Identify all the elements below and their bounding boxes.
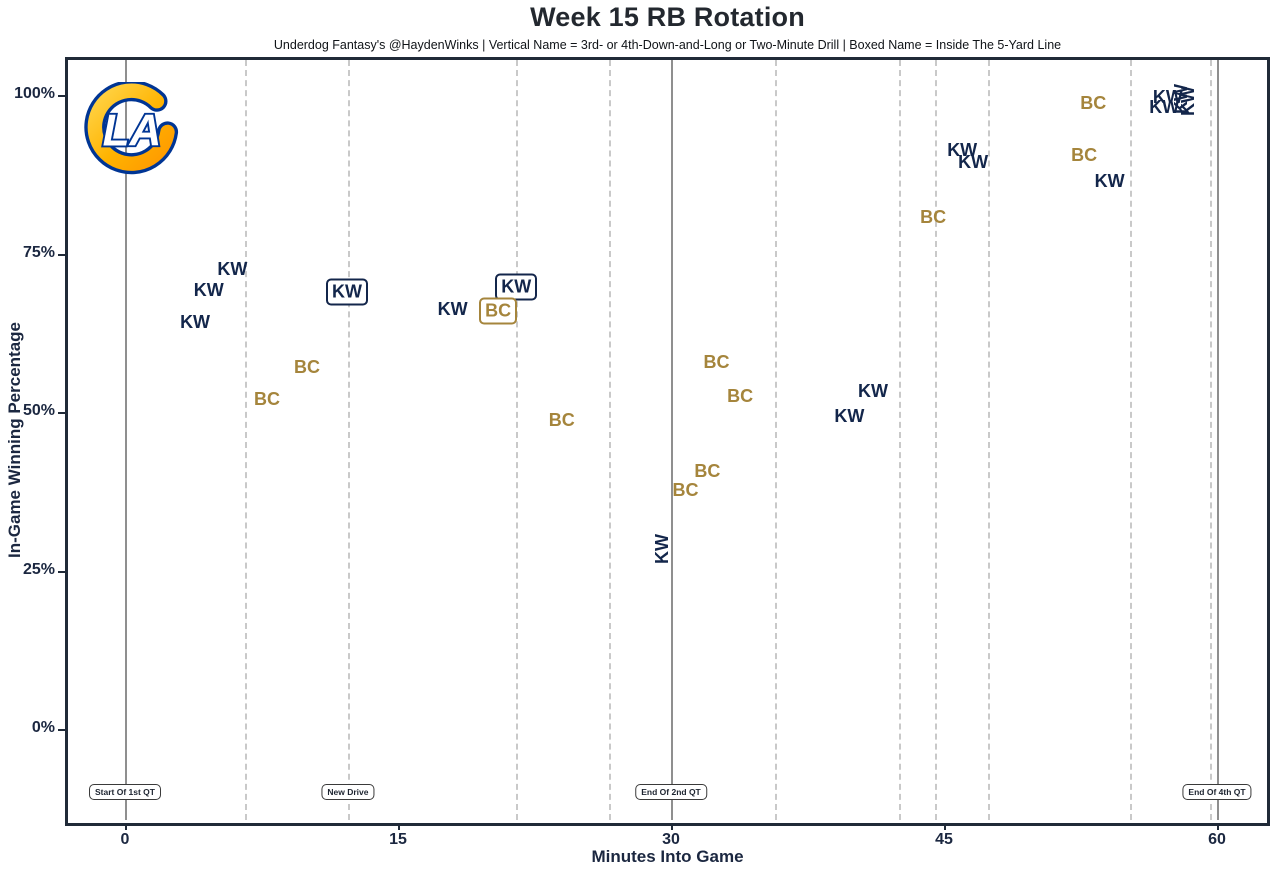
rams-logo-icon: LA [84, 80, 179, 175]
svg-text:LA: LA [103, 106, 162, 155]
x-tick-label: 30 [662, 831, 680, 848]
y-tick-mark [58, 95, 65, 97]
y-tick-label: 100% [14, 85, 55, 102]
data-point-kw: KW [834, 405, 865, 426]
gridline-new-drive [1209, 60, 1212, 820]
gridline-new-drive [516, 60, 519, 820]
x-tick-label: 45 [935, 831, 953, 848]
data-point-kw: KW [1177, 86, 1198, 117]
gridline-new-drive [774, 60, 777, 820]
gridline-new-drive [898, 60, 901, 820]
x-axis-label: Minutes Into Game [591, 847, 744, 866]
y-tick-label: 75% [22, 243, 55, 261]
data-point-bc: BC [253, 388, 280, 409]
gridline-new-drive [934, 60, 937, 820]
data-point-bc: BC [727, 386, 754, 407]
data-point-bc: BC [703, 351, 730, 372]
event-label: Start Of 1st QT [89, 784, 161, 800]
x-tick-mark [398, 823, 400, 830]
y-tick-mark [58, 570, 65, 573]
data-point-bc: BC [694, 460, 721, 481]
data-point-kw: KW [958, 152, 989, 173]
y-tick-label: 25% [22, 560, 55, 578]
gridline-new-drive [609, 60, 612, 820]
x-tick-label: 0 [120, 831, 130, 848]
y-axis-label: In-Game Winning Percentage [5, 322, 24, 558]
gridline-new-drive [987, 60, 990, 820]
gridline-start-of-1st-qt [125, 60, 127, 820]
chart-subtitle: Underdog Fantasy's @HaydenWinks | Vertic… [273, 38, 1062, 52]
x-tick-mark [944, 823, 946, 830]
plot-panel [65, 57, 1270, 826]
y-tick-mark [58, 253, 65, 256]
data-point-kw: KW [1152, 86, 1183, 107]
data-point-kw: KW [217, 258, 248, 279]
event-label: End Of 2nd QT [635, 784, 707, 800]
data-point-bc: BC [672, 479, 699, 500]
gridline-new-drive [347, 60, 350, 820]
data-point-kw: KW [326, 278, 369, 306]
data-point-kw: KW [495, 273, 538, 301]
x-tick-mark [125, 823, 127, 830]
event-label: End Of 4th QT [1182, 784, 1252, 800]
y-tick-label: 50% [22, 402, 55, 419]
event-label: New Drive [321, 784, 375, 800]
data-point-kw: KW [1094, 171, 1125, 192]
data-point-kw: KW [1149, 97, 1180, 118]
data-point-kw: KW [947, 140, 978, 161]
data-point-bc: BC [479, 297, 518, 325]
data-point-bc: BC [294, 356, 320, 377]
y-tick-mark [58, 412, 65, 414]
gridline-end-of-2nd-qt [671, 60, 673, 820]
data-point-bc: BC [1071, 145, 1098, 166]
y-tick-label: 0% [31, 719, 55, 736]
gridline-new-drive [1129, 60, 1132, 820]
data-point-bc: BC [1080, 93, 1107, 114]
rams-team-logo: LA [84, 80, 180, 183]
data-point-kw: KW [180, 311, 211, 332]
x-tick-mark [671, 823, 673, 830]
data-point-kw: KW [858, 381, 889, 402]
data-point-bc: BC [548, 410, 575, 431]
y-tick-mark [58, 729, 65, 731]
data-point-kw: KW [437, 299, 468, 320]
x-tick-label: 15 [389, 831, 407, 848]
data-point-kw: KW [193, 280, 224, 301]
chart-title: Week 15 RB Rotation [530, 2, 805, 32]
x-tick-mark [1217, 823, 1219, 830]
x-tick-label: 60 [1208, 831, 1226, 848]
gridline-new-drive [245, 60, 248, 820]
data-point-bc: BC [920, 206, 947, 227]
gridline-end-of-4th-qt [1217, 60, 1219, 820]
data-point-kw: KW [651, 533, 672, 564]
